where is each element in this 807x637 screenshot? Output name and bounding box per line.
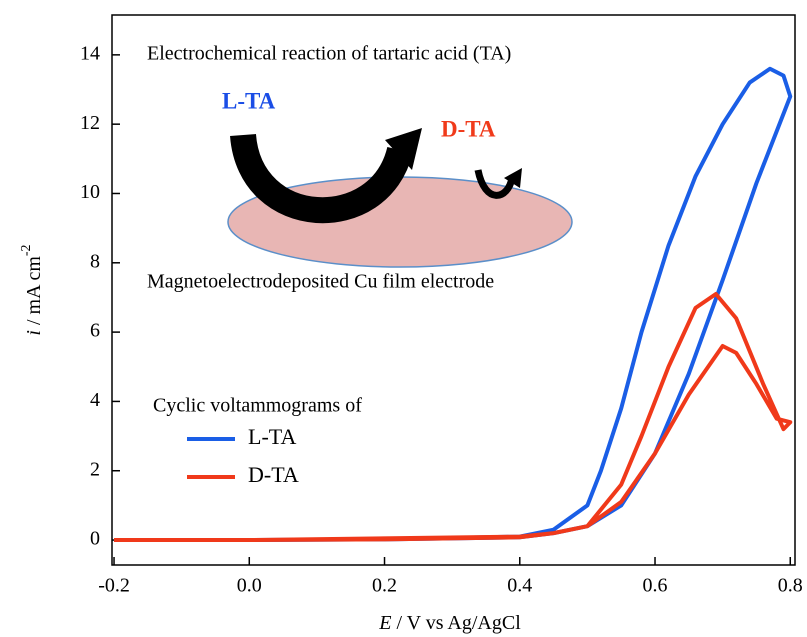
x-axis-label: E / V vs Ag/AgCl (378, 612, 521, 634)
annotation: D-TA (441, 116, 496, 141)
legend-label: D-TA (248, 462, 299, 487)
y-tick-label: 12 (80, 112, 100, 134)
x-tick-label: -0.2 (98, 575, 130, 597)
y-tick-label: 4 (90, 389, 100, 411)
y-tick-label: 2 (90, 458, 100, 480)
large-arrow (230, 133, 413, 224)
y-tick-label: 0 (90, 528, 100, 550)
y-tick-label: 6 (90, 320, 100, 342)
x-tick-label: 0.4 (507, 575, 532, 597)
legend-label: L-TA (248, 424, 296, 449)
x-tick-label: 0.8 (778, 575, 803, 597)
x-tick-label: 0.2 (372, 575, 397, 597)
legend-title: Cyclic voltammograms of (153, 395, 362, 417)
annotation: Electrochemical reaction of tartaric aci… (147, 43, 511, 65)
plot-frame (111, 14, 796, 566)
small-arrow (474, 169, 516, 199)
annotation: L-TA (222, 88, 276, 113)
x-tick-label: 0.0 (237, 575, 262, 597)
large-arrow-head (385, 128, 422, 170)
y-axis-label: i / mA cm-2 (19, 244, 44, 335)
annotation: Magnetoelectrodeposited Cu film electrod… (147, 271, 494, 293)
y-tick-label: 14 (80, 42, 100, 64)
small-arrow-head (504, 168, 522, 188)
cv-curve (114, 291, 793, 543)
reaction-diagram (227, 128, 573, 268)
y-tick-label: 10 (80, 181, 100, 203)
y-tick-label: 8 (90, 250, 100, 272)
x-tick-label: 0.6 (643, 575, 668, 597)
